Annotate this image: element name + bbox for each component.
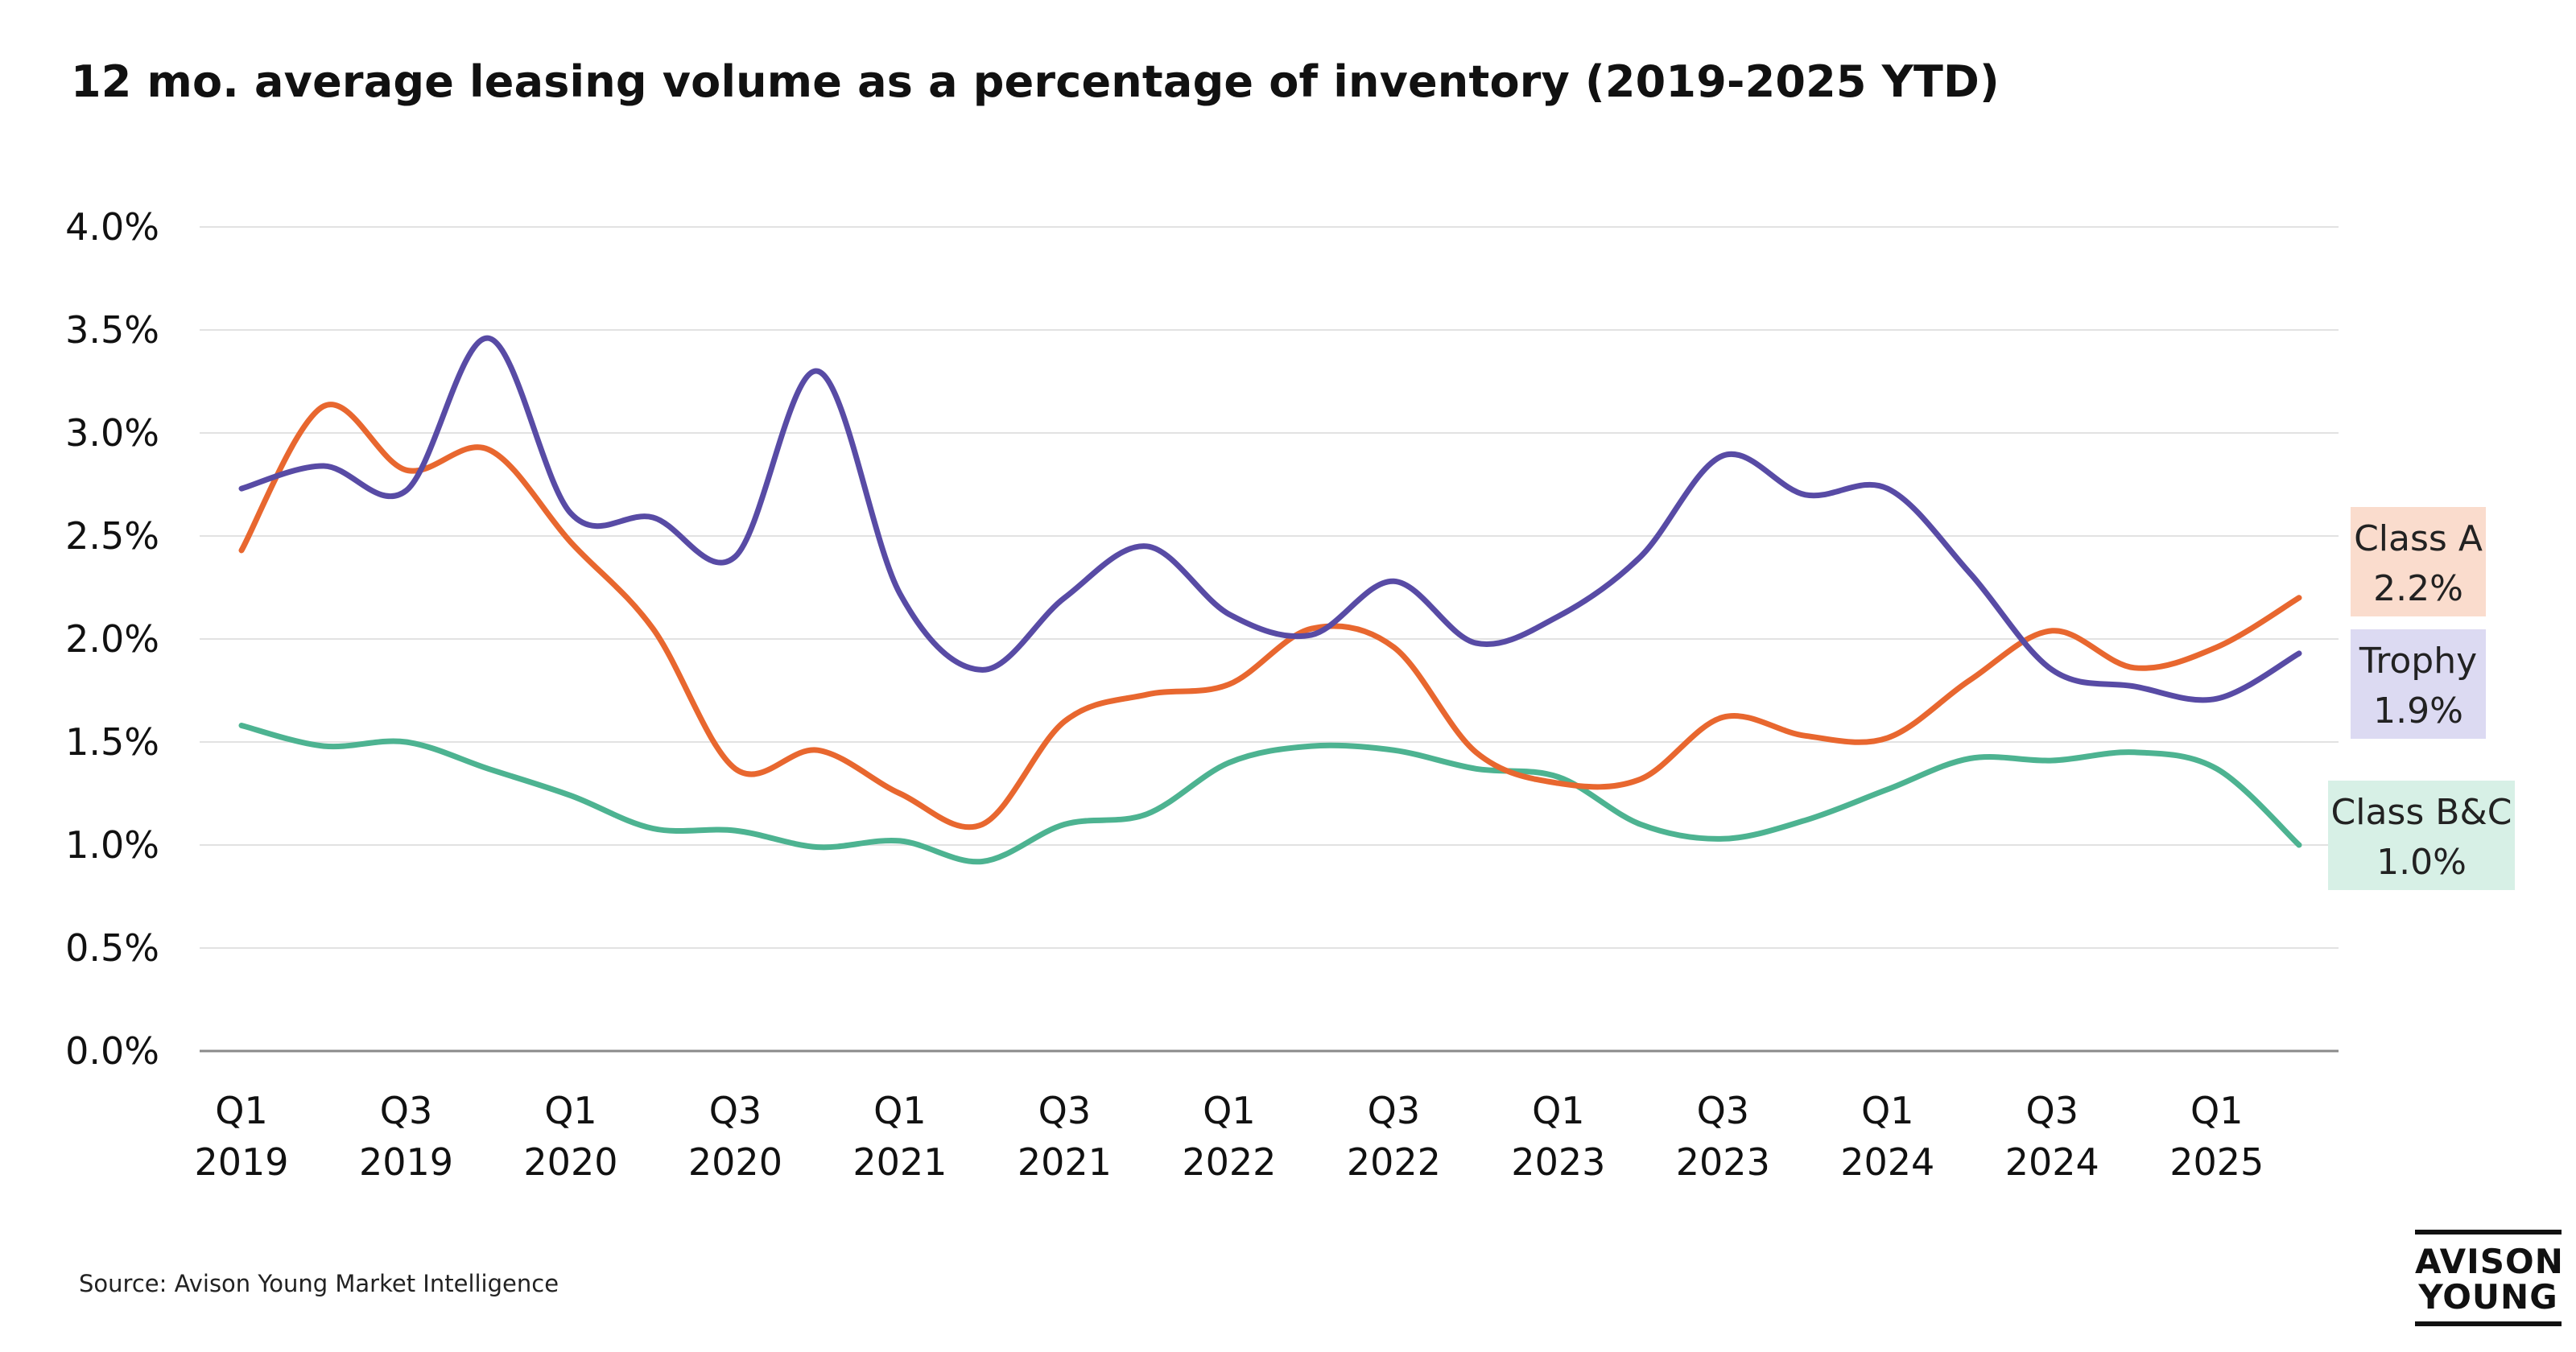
- x-tick-label-quarter: Q1: [544, 1089, 597, 1132]
- x-tick-label: Q1 2023: [1511, 1089, 1605, 1184]
- x-tick-label-quarter: Q1: [215, 1089, 267, 1132]
- series-line-class-b-c: [238, 723, 2302, 865]
- brand-logo: AVISON YOUNG: [2415, 1230, 2564, 1326]
- y-tick-label: 1.5%: [65, 720, 159, 764]
- x-tick-label: Q1 2020: [523, 1089, 617, 1184]
- x-tick-label-year: 2024: [2005, 1140, 2099, 1184]
- y-tick-label: 2.5%: [65, 514, 159, 558]
- x-tick-label-quarter: Q1: [1532, 1089, 1584, 1132]
- x-tick-label-year: 2021: [1018, 1140, 1112, 1184]
- x-axis-ticks: Q1 2019 Q3 2019 Q1 2020 Q3 2020 Q1 2021 Q3 2021 Q1 20…: [194, 1089, 2264, 1184]
- end-label-name: Trophy: [2359, 641, 2477, 682]
- y-tick-label: 1.0%: [65, 823, 159, 867]
- x-tick-label: Q3 2023: [1676, 1089, 1770, 1184]
- x-tick-label: Q3 2021: [1018, 1089, 1112, 1184]
- y-tick-label: 3.0%: [65, 411, 159, 455]
- y-tick-label: 0.0%: [65, 1029, 159, 1073]
- end-label-name: Class A: [2354, 518, 2483, 559]
- end-label-name: Class B&C: [2331, 792, 2512, 833]
- end-label-box: [2328, 781, 2515, 890]
- series-end-labels: Class A 2.2% Trophy 1.9% Class B&C 1.0%: [2328, 507, 2515, 890]
- x-tick-label-quarter: Q3: [709, 1089, 762, 1132]
- end-label-class-b-c: Class B&C 1.0%: [2328, 781, 2515, 890]
- end-label-box: [2351, 629, 2486, 739]
- logo-line-1: AVISON: [2415, 1242, 2564, 1281]
- end-label-value: 2.2%: [2373, 568, 2463, 609]
- chart-title: 12 mo. average leasing volume as a perce…: [71, 56, 2000, 107]
- end-label-box: [2351, 507, 2486, 616]
- x-tick-label-quarter: Q3: [2026, 1089, 2079, 1132]
- y-tick-label: 2.0%: [65, 617, 159, 661]
- x-tick-label-year: 2022: [1182, 1140, 1276, 1184]
- x-tick-label: Q3 2020: [688, 1089, 782, 1184]
- x-tick-label: Q3 2024: [2005, 1089, 2099, 1184]
- y-tick-label: 3.5%: [65, 308, 159, 352]
- x-tick-label-quarter: Q1: [873, 1089, 926, 1132]
- x-tick-label-year: 2020: [523, 1140, 617, 1184]
- x-tick-label-year: 2019: [194, 1140, 288, 1184]
- x-tick-label: Q3 2019: [359, 1089, 453, 1184]
- x-tick-label: Q3 2022: [1347, 1089, 1441, 1184]
- x-tick-label-quarter: Q1: [1861, 1089, 1913, 1132]
- end-label-value: 1.9%: [2373, 690, 2463, 732]
- x-tick-label-quarter: Q3: [1697, 1089, 1749, 1132]
- end-label-trophy: Trophy 1.9%: [2351, 629, 2486, 739]
- x-tick-label-year: 2023: [1511, 1140, 1605, 1184]
- x-tick-label-year: 2021: [852, 1140, 947, 1184]
- x-tick-label-year: 2020: [688, 1140, 782, 1184]
- logo-line-2: YOUNG: [2418, 1277, 2558, 1317]
- series-line-class-a: [238, 402, 2302, 831]
- x-tick-label-quarter: Q3: [1038, 1089, 1091, 1132]
- x-tick-label-year: 2019: [359, 1140, 453, 1184]
- x-tick-label: Q1 2021: [852, 1089, 947, 1184]
- x-tick-label-year: 2022: [1347, 1140, 1441, 1184]
- x-tick-label-quarter: Q3: [1368, 1089, 1420, 1132]
- x-tick-label: Q1 2022: [1182, 1089, 1276, 1184]
- x-tick-label-year: 2023: [1676, 1140, 1770, 1184]
- x-tick-label: Q1 2019: [194, 1089, 288, 1184]
- x-tick-label-year: 2025: [2169, 1140, 2264, 1184]
- source-note: Source: Avison Young Market Intelligence: [79, 1270, 559, 1297]
- x-tick-label-quarter: Q3: [380, 1089, 432, 1132]
- x-tick-label: Q1 2025: [2169, 1089, 2264, 1184]
- y-tick-label: 4.0%: [65, 205, 159, 249]
- series-line-trophy: [238, 335, 2302, 703]
- end-label-class-a: Class A 2.2%: [2351, 507, 2486, 616]
- x-tick-label: Q1 2024: [1840, 1089, 1934, 1184]
- y-tick-label: 0.5%: [65, 926, 159, 970]
- y-axis-ticks: 0.0% 0.5% 1.0% 1.5% 2.0% 2.5% 3.0% 3.5% 4.0%: [65, 205, 159, 1073]
- end-label-value: 1.0%: [2376, 842, 2467, 883]
- x-tick-label-quarter: Q1: [1203, 1089, 1255, 1132]
- gridlines: [200, 226, 2339, 1053]
- x-tick-label-year: 2024: [1840, 1140, 1934, 1184]
- x-tick-label-quarter: Q1: [2190, 1089, 2243, 1132]
- series-lines: [238, 335, 2302, 865]
